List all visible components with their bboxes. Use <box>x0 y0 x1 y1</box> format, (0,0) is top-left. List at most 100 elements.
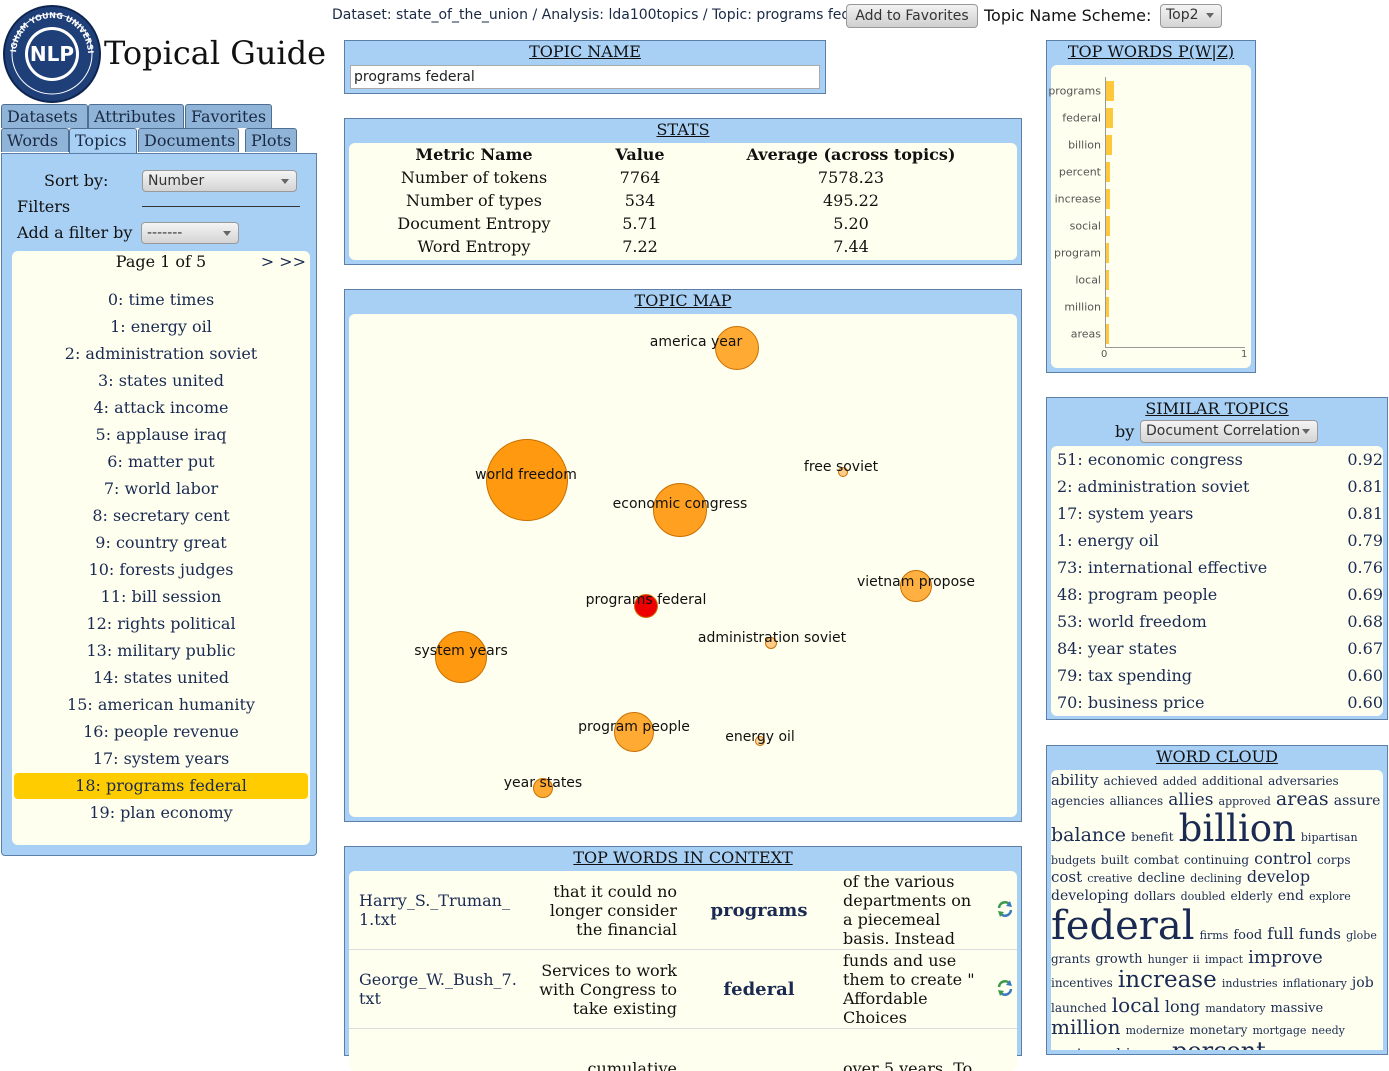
word-cloud-word[interactable]: develop <box>1246 866 1311 886</box>
topic-bubble-label[interactable]: free soviet <box>803 459 879 475</box>
similar-topic-row[interactable]: 84: year states 0.67 <box>1057 635 1383 662</box>
word-cloud-word[interactable]: alliances <box>1109 793 1164 808</box>
word-cloud-word[interactable]: elderly <box>1230 889 1273 904</box>
word-cloud-word[interactable]: end <box>1277 888 1304 905</box>
topic-bubble[interactable] <box>838 467 848 477</box>
nlp-logo[interactable]: BRIGHAM YOUNG UNIVERSITY NLP <box>0 0 102 104</box>
topic-bubble-label[interactable]: america year <box>649 334 743 350</box>
topic-list-item[interactable]: 0: time times <box>107 290 215 309</box>
word-cloud-word[interactable]: grants <box>1051 952 1091 967</box>
word-cloud-word[interactable]: added <box>1162 775 1197 788</box>
topic-bubble-label[interactable]: programs federal <box>585 592 707 608</box>
word-cloud-word[interactable]: improve <box>1248 947 1323 969</box>
word-cloud-word[interactable]: modernize <box>1125 1023 1185 1037</box>
context-document-link[interactable] <box>359 1029 519 1071</box>
topic-bubble[interactable] <box>533 778 553 798</box>
similar-topic-row[interactable]: 48: program people 0.69 <box>1057 581 1383 608</box>
similar-topic-name[interactable]: 79: tax spending <box>1057 666 1193 685</box>
similar-topic-row[interactable]: 51: economic congress 0.92 <box>1057 446 1383 473</box>
similar-topic-name[interactable]: 51: economic congress <box>1057 450 1243 469</box>
word-cloud-word[interactable]: increase <box>1117 967 1217 994</box>
similar-topic-name[interactable]: 17: system years <box>1057 504 1194 523</box>
word-cloud-word[interactable]: incentives <box>1051 976 1113 991</box>
word-cloud-word[interactable]: creative <box>1087 871 1133 885</box>
word-cloud-word[interactable]: full <box>1267 924 1294 944</box>
topic-bubble[interactable] <box>653 483 707 537</box>
topic-list-item[interactable]: 5: applause iraq <box>95 425 227 444</box>
similar-topic-name[interactable]: 48: program people <box>1057 585 1218 604</box>
topic-list-item[interactable]: 8: secretary cent <box>92 506 230 525</box>
word-cloud-word[interactable]: bipartisan <box>1300 831 1358 845</box>
topic-list-item[interactable]: 10: forests judges <box>88 560 234 579</box>
topic-map-canvas[interactable]: america year world freedom free soviet econ… <box>349 314 1017 817</box>
word-cloud-word[interactable]: firms <box>1199 929 1229 943</box>
word-cloud-word[interactable]: industries <box>1221 977 1278 991</box>
word-cloud-word[interactable]: mandatory <box>1205 1001 1266 1015</box>
tab-favorites[interactable]: Favorites <box>185 104 272 128</box>
word-cloud-word[interactable]: massive <box>1270 1000 1324 1016</box>
word-cloud-word[interactable]: continuing <box>1183 853 1250 868</box>
topic-bubble-label[interactable]: vietnam propose <box>856 574 976 590</box>
tab-datasets[interactable]: Datasets <box>1 104 88 128</box>
word-cloud-word[interactable]: combat <box>1133 853 1179 868</box>
word-cloud-word[interactable]: federal <box>1051 903 1195 950</box>
word-cloud-word[interactable]: built <box>1100 853 1129 868</box>
topic-bubble-label[interactable]: energy oil <box>725 729 795 745</box>
word-cloud-word[interactable]: control <box>1254 849 1312 869</box>
topic-list-item[interactable]: 2: administration soviet <box>64 344 258 363</box>
word-cloud-word[interactable]: adversaries <box>1268 774 1339 788</box>
tab-words[interactable]: Words <box>1 128 69 152</box>
topic-bubble[interactable] <box>486 439 568 521</box>
topic-list-item[interactable]: 11: bill session <box>100 587 222 606</box>
word-cloud-word[interactable]: growth <box>1095 952 1143 968</box>
word-cloud-word[interactable]: mortgage <box>1252 1023 1307 1037</box>
word-cloud-word[interactable]: budgets <box>1051 854 1096 868</box>
topic-bubble-label[interactable]: year states <box>503 775 583 791</box>
topic-name-input[interactable] <box>350 65 820 89</box>
word-cloud-word[interactable]: million <box>1051 1014 1121 1039</box>
similar-topic-row[interactable]: 79: tax spending 0.60 <box>1057 662 1383 689</box>
refresh-icon[interactable] <box>995 899 1015 919</box>
topic-list-item[interactable]: 19: plan economy <box>89 803 233 822</box>
similar-topic-name[interactable]: 53: world freedom <box>1057 612 1207 631</box>
word-cloud-word[interactable]: pay <box>1145 1048 1167 1050</box>
word-cloud-word[interactable]: launched <box>1051 1000 1107 1015</box>
word-cloud-word[interactable]: balance <box>1051 824 1127 847</box>
word-cloud-word[interactable]: funds <box>1298 925 1342 944</box>
word-cloud-word[interactable]: approved <box>1218 794 1271 808</box>
word-cloud-word[interactable]: long <box>1164 996 1201 1016</box>
topic-list-item[interactable]: 9: country great <box>95 533 227 552</box>
tab-documents[interactable]: Documents <box>138 128 239 152</box>
word-cloud-word[interactable]: needy <box>1311 1023 1345 1037</box>
topic-bubble-label[interactable]: world freedom <box>475 467 577 483</box>
word-cloud-word[interactable]: partnership <box>1051 1045 1140 1050</box>
topic-bubble[interactable] <box>755 736 765 746</box>
word-cloud-word[interactable]: developing <box>1051 888 1129 905</box>
word-cloud-word[interactable]: ii <box>1192 953 1200 967</box>
word-cloud-word[interactable]: percent <box>1172 1037 1266 1050</box>
similar-topic-name[interactable]: 84: year states <box>1057 639 1177 658</box>
topic-list-item[interactable]: 12: rights political <box>86 614 236 633</box>
similar-topic-row[interactable]: 70: business price 0.60 <box>1057 689 1383 716</box>
word-cloud-word[interactable]: dollars <box>1133 889 1176 904</box>
topic-bubble-label[interactable]: administration soviet <box>697 630 847 646</box>
word-cloud-word[interactable]: additional <box>1202 774 1264 788</box>
similar-topic-row[interactable]: 1: energy oil 0.79 <box>1057 527 1383 554</box>
word-cloud-word[interactable]: impact <box>1204 953 1244 967</box>
word-cloud-word[interactable]: benefit <box>1131 830 1174 845</box>
topic-list-item[interactable]: 14: states united <box>92 668 230 687</box>
refresh-icon[interactable] <box>995 978 1015 998</box>
sort-by-select[interactable]: Number <box>142 170 297 192</box>
word-cloud-word[interactable]: food <box>1233 928 1263 944</box>
topic-list-item[interactable]: 18: programs federal <box>14 773 308 799</box>
tab-topics[interactable]: Topics <box>69 128 137 154</box>
topic-list-item[interactable]: 4: attack income <box>93 398 229 417</box>
add-filter-select[interactable]: ------- <box>141 222 239 244</box>
topic-bubble[interactable] <box>900 570 932 602</box>
topic-list-item[interactable]: 3: states united <box>98 371 224 390</box>
topic-bubble[interactable] <box>765 637 777 649</box>
word-cloud-word[interactable]: declining <box>1190 871 1242 885</box>
topic-list-item[interactable]: 7: world labor <box>103 479 219 498</box>
word-cloud-word[interactable]: monetary <box>1189 1022 1248 1037</box>
page-next-link[interactable]: > >> <box>260 252 306 271</box>
